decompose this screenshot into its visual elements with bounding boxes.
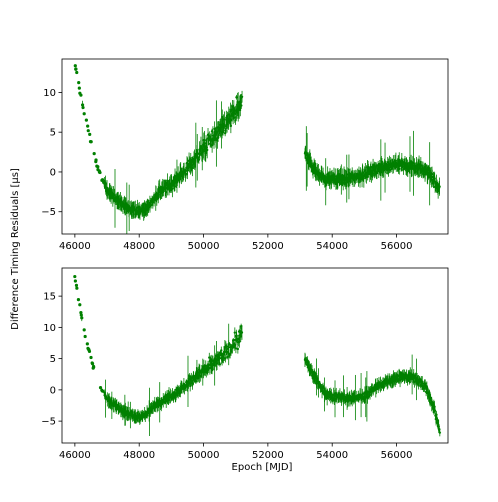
x-tick-label: 52000 [252,241,284,252]
data-point [98,386,103,390]
data-points [73,64,441,234]
data-point [80,316,84,320]
x-tick-label: 56000 [381,241,413,252]
data-points [73,274,442,437]
data-point [208,356,211,359]
data-point [433,409,437,412]
x-tick-label: 50000 [188,241,220,252]
data-point [77,86,81,90]
axes-frame [61,58,449,235]
data-point [394,159,398,163]
data-point [86,129,90,133]
data-point [76,298,81,302]
data-point [98,170,102,175]
y-tick-label: −5 [41,207,56,218]
data-point [184,172,188,176]
data-point [82,328,86,332]
data-point [240,104,243,107]
axes-frame [61,267,449,444]
data-point [223,118,226,121]
data-point [78,303,82,307]
data-point [77,81,81,85]
data-point [433,177,436,180]
y-tick-label: 5 [50,128,56,139]
data-point [79,93,83,97]
data-point [83,334,87,339]
x-tick-label: 54000 [316,450,348,461]
y-tick-label: 10 [43,88,56,99]
x-tick-label: 56000 [381,450,413,461]
data-point [75,286,79,290]
data-point [74,67,78,71]
data-point [171,187,174,190]
data-point [224,357,227,360]
data-point [229,110,232,113]
x-tick-label: 48000 [123,241,155,252]
data-point [74,283,79,287]
data-point [235,96,238,99]
data-point [86,124,90,128]
data-point [382,169,385,172]
x-tick-label: 46000 [59,450,91,461]
x-tick-label: 52000 [252,450,284,461]
y-tick-label: 5 [50,354,56,365]
data-point [92,152,96,156]
bottom-panel: 46000 48000 50000 52000 54000 56000 −5 0 5 10 15 [41,267,449,461]
data-point [94,158,98,162]
data-point [236,347,240,351]
data-point [82,112,86,116]
data-point [75,70,79,75]
data-point [80,103,85,107]
x-tick-label: 50000 [188,450,220,461]
data-point [240,95,244,98]
data-point [87,349,92,353]
data-point [213,127,216,131]
data-point [73,274,77,279]
data-point [84,118,88,122]
data-point [218,363,222,366]
data-point [429,396,432,400]
shared-ylabel: Difference Timing Residuals [μs] [10,168,21,330]
data-point [213,364,216,367]
data-point [240,331,244,334]
data-point [203,139,206,142]
data-point [194,377,197,380]
x-tick-label: 48000 [123,450,155,461]
data-point [85,342,89,346]
data-point [206,148,209,152]
data-point [88,132,92,136]
y-tick-label: 15 [43,292,56,303]
data-point [100,178,105,182]
data-point [233,331,237,334]
data-point [234,347,238,350]
xlabel: Epoch [MJD] [232,462,293,473]
data-point [96,165,100,169]
data-point [398,167,401,171]
data-point [220,349,223,352]
data-point [230,350,233,353]
data-point [438,431,442,434]
x-tick-label: 46000 [59,241,91,252]
y-tick-label: 0 [50,385,56,396]
data-point [73,279,77,283]
data-point [362,174,366,178]
data-point [89,355,93,360]
data-point [79,311,83,315]
x-tick-label: 54000 [316,241,348,252]
data-point [218,357,221,360]
data-point [73,64,77,68]
data-point [92,365,96,369]
data-point [438,185,441,188]
data-point [226,355,229,359]
data-point [81,105,85,110]
data-point [79,313,83,317]
data-point [89,140,93,144]
top-panel: 46000 48000 50000 52000 54000 56000 −5 0 5 10 [41,58,449,252]
y-tick-label: 0 [50,167,56,178]
data-point [90,362,95,366]
y-tick-label: 10 [43,323,56,334]
y-tick-label: −5 [41,417,56,428]
